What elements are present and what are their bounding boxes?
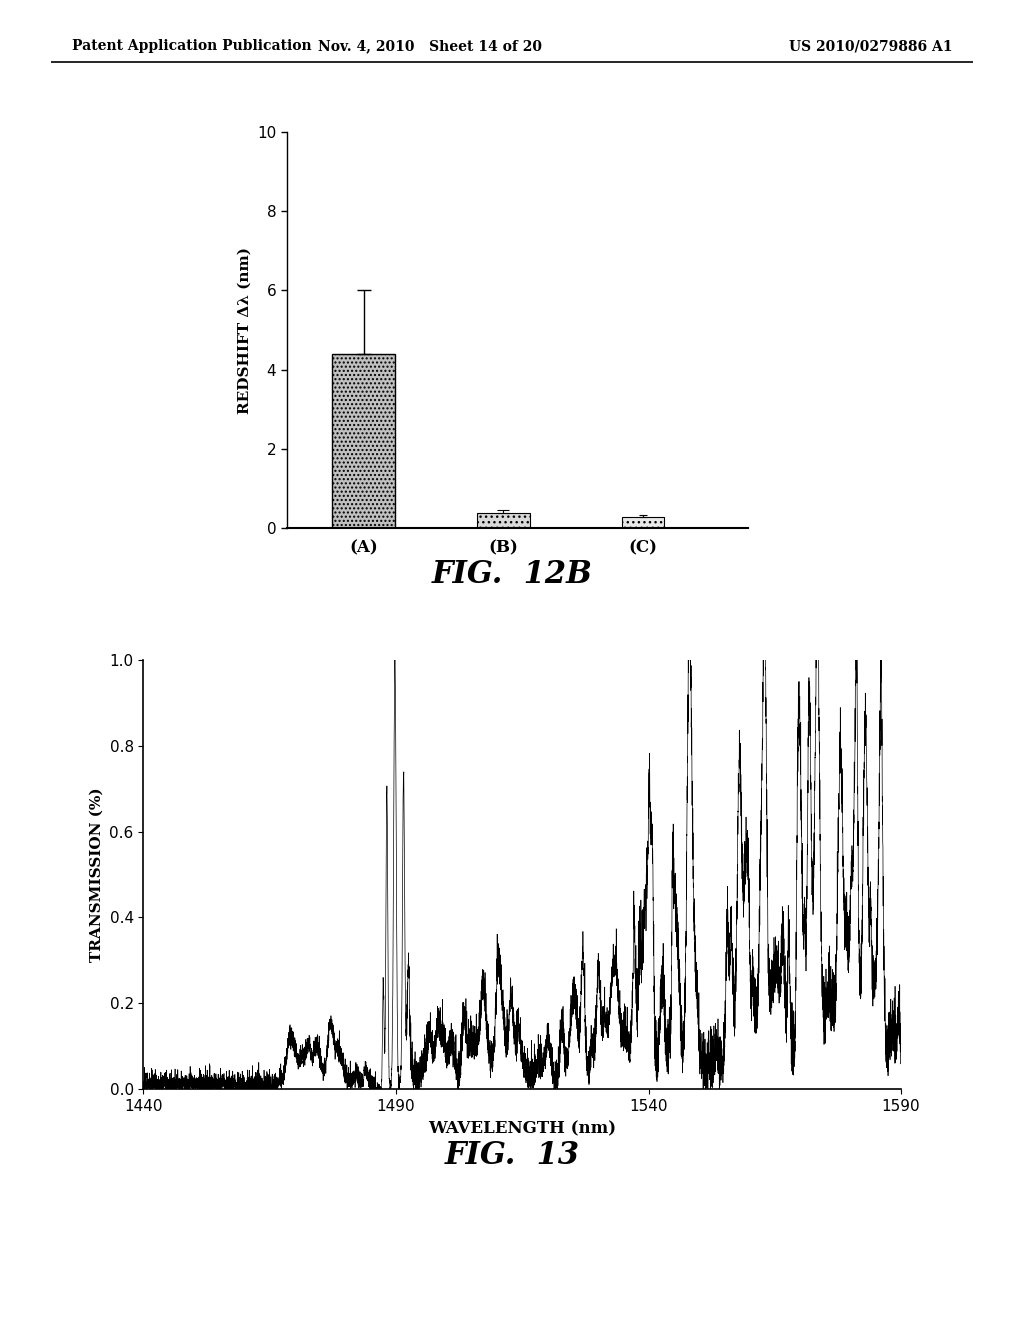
Text: FIG.  12B: FIG. 12B bbox=[431, 558, 593, 590]
Y-axis label: TRANSMISSION (%): TRANSMISSION (%) bbox=[90, 787, 103, 962]
Bar bbox=[622, 517, 664, 528]
Text: Patent Application Publication: Patent Application Publication bbox=[72, 40, 311, 53]
Y-axis label: REDSHIFT Δλ (nm): REDSHIFT Δλ (nm) bbox=[238, 247, 252, 413]
Bar bbox=[332, 354, 395, 528]
Text: FIG.  13: FIG. 13 bbox=[444, 1139, 580, 1171]
Text: Nov. 4, 2010   Sheet 14 of 20: Nov. 4, 2010 Sheet 14 of 20 bbox=[318, 40, 542, 53]
X-axis label: WAVELENGTH (nm): WAVELENGTH (nm) bbox=[428, 1121, 616, 1138]
Bar bbox=[476, 513, 529, 528]
Text: US 2010/0279886 A1: US 2010/0279886 A1 bbox=[788, 40, 952, 53]
